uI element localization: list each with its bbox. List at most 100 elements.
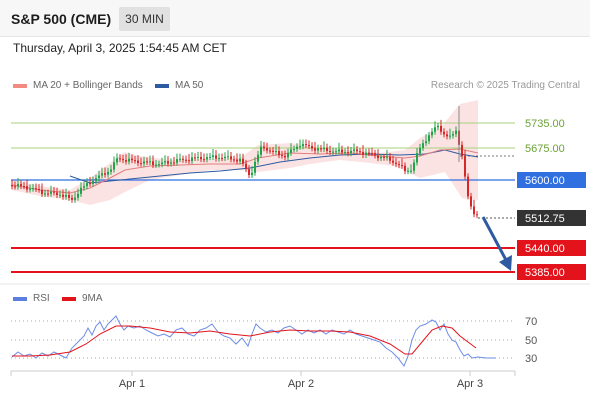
candle-body <box>335 151 337 153</box>
candle-body <box>59 194 61 196</box>
candle-body <box>245 163 247 170</box>
candle-body <box>302 144 304 147</box>
candle-body <box>233 159 235 161</box>
candle-body <box>146 161 148 163</box>
candle-body <box>242 158 244 164</box>
chart-timestamp: Thursday, April 3, 2025 1:54:45 AM CET <box>13 41 227 55</box>
candle-body <box>437 125 439 128</box>
candle-body <box>107 171 109 175</box>
candle-body <box>311 146 313 149</box>
candle-body <box>467 176 469 197</box>
candle-body <box>23 186 25 188</box>
ma20-legend-swatch <box>13 84 27 88</box>
timeframe-button[interactable]: 30 MIN <box>119 7 170 31</box>
ma9-legend-swatch <box>62 297 76 301</box>
candle-body <box>263 146 265 149</box>
candle-body <box>296 146 298 150</box>
candle-body <box>86 183 88 187</box>
candle-body <box>95 178 97 182</box>
candle-body <box>44 193 46 195</box>
candle-body <box>290 149 292 153</box>
candle-body <box>218 157 220 159</box>
candle-body <box>344 152 346 154</box>
price-level-label: 5675.00 <box>525 143 565 155</box>
x-axis-label: Apr 3 <box>457 378 483 390</box>
price-level-label: 5385.00 <box>525 267 565 279</box>
candle-body <box>470 196 472 207</box>
candle-body <box>62 194 64 197</box>
candle-body <box>80 187 82 194</box>
rsi-level-label: 70 <box>525 316 537 328</box>
candle-body <box>98 175 100 179</box>
candle-body <box>89 183 91 185</box>
candle-body <box>362 152 364 155</box>
candle-body <box>158 164 160 166</box>
candle-body <box>215 155 217 159</box>
candle-body <box>50 191 52 194</box>
candle-body <box>326 147 328 151</box>
price-level-label: 5735.00 <box>525 118 565 130</box>
candle-body <box>143 161 145 164</box>
rsi-9ma-line <box>12 325 477 357</box>
candle-body <box>407 170 409 172</box>
candle-body <box>134 160 136 162</box>
candle-body <box>191 157 193 162</box>
candle-body <box>428 135 430 142</box>
price-level-label: 5512.75 <box>525 213 565 225</box>
candle-body <box>425 141 427 144</box>
price-level-label: 5440.00 <box>525 243 565 255</box>
ma20-legend-label: MA 20 + Bollinger Bands <box>33 80 143 91</box>
candle-body <box>209 156 211 158</box>
candle-body <box>464 156 466 177</box>
candle-body <box>185 159 187 161</box>
candle-body <box>83 186 85 188</box>
candle-body <box>200 156 202 160</box>
candle-body <box>140 163 142 165</box>
candle-body <box>212 155 214 157</box>
rsi-level-label: 30 <box>525 353 537 365</box>
candle-body <box>293 149 295 151</box>
candle-body <box>455 130 457 135</box>
candle-body <box>170 162 172 164</box>
candle-body <box>332 151 334 153</box>
candle-body <box>275 151 277 153</box>
candle-body <box>53 191 55 193</box>
candle-body <box>239 158 241 162</box>
candle-body <box>329 150 331 153</box>
candle-body <box>152 161 154 165</box>
candle-body <box>371 153 373 155</box>
candle-body <box>476 214 478 216</box>
candle-body <box>203 159 205 161</box>
candle-body <box>434 127 436 132</box>
candle-body <box>38 189 40 191</box>
x-axis-label: Apr 1 <box>119 378 145 390</box>
candle-body <box>383 156 385 158</box>
price-level-label: 5600.00 <box>525 175 565 187</box>
candle-body <box>401 165 403 167</box>
candle-body <box>173 162 175 164</box>
candle-body <box>128 158 130 162</box>
candle-body <box>284 155 286 158</box>
candle-body <box>56 192 58 195</box>
candle-body <box>251 172 253 176</box>
candle-body <box>389 156 391 161</box>
candle-body <box>266 148 268 151</box>
candle-body <box>440 125 442 132</box>
support-price-tag <box>517 264 586 280</box>
rsi-legend-label: RSI <box>33 293 50 304</box>
last-price-tag <box>517 210 586 226</box>
rsi-level-label: 50 <box>525 335 537 347</box>
candle-body <box>224 156 226 159</box>
candle-body <box>14 186 16 188</box>
candle-body <box>101 173 103 176</box>
candle-body <box>92 181 94 184</box>
candle-body <box>131 158 133 161</box>
candle-body <box>71 197 73 200</box>
candle-body <box>122 159 124 161</box>
candle-body <box>380 156 382 159</box>
candle-body <box>254 161 256 173</box>
candle-body <box>68 194 70 198</box>
candle-body <box>110 169 112 172</box>
candle-body <box>74 197 76 200</box>
